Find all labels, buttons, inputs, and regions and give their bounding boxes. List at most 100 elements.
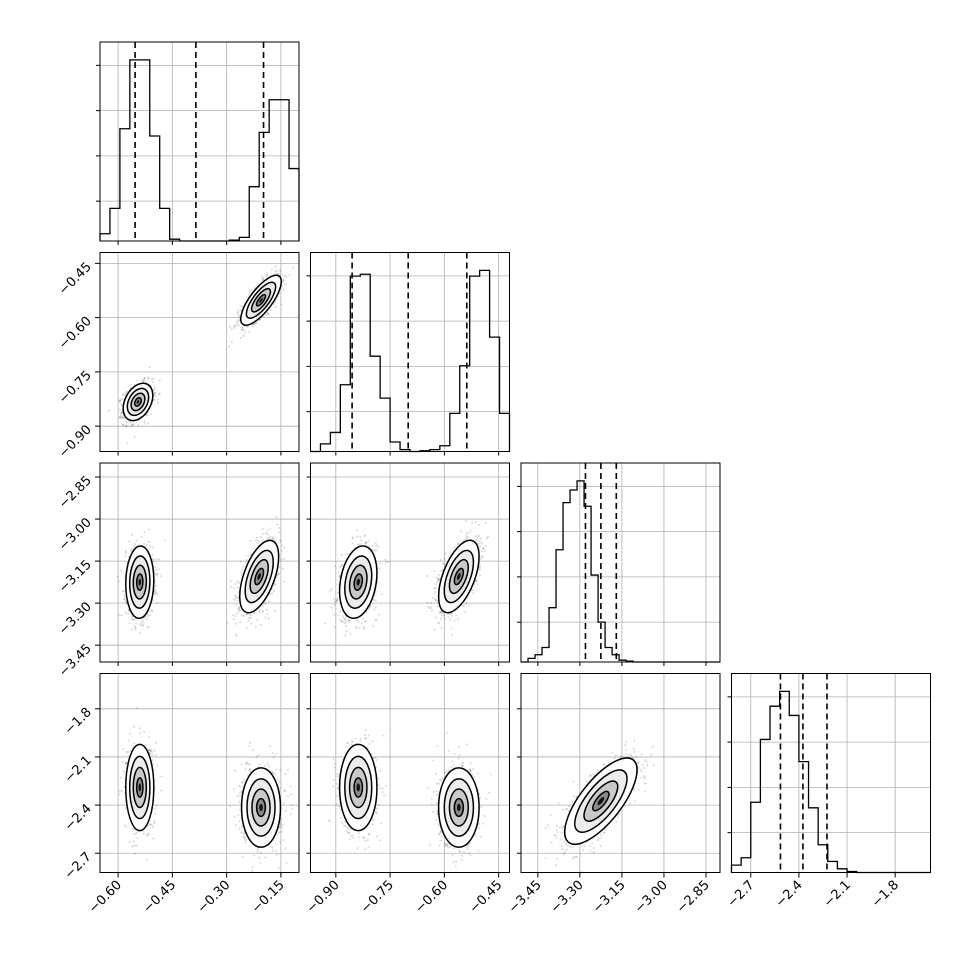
sample-point — [120, 569, 122, 571]
sample-point — [134, 626, 136, 628]
sample-point — [374, 599, 376, 601]
sample-point — [119, 401, 121, 403]
sample-point — [235, 635, 237, 637]
sample-point — [434, 629, 436, 631]
sample-point — [148, 541, 150, 543]
sample-point — [123, 594, 125, 596]
sample-point — [151, 554, 153, 556]
sample-point — [246, 627, 248, 629]
sample-point — [147, 626, 149, 628]
sample-point — [240, 305, 242, 307]
sample-point — [282, 279, 284, 281]
panel-frame — [521, 463, 720, 662]
sample-point — [361, 622, 363, 624]
sample-point — [157, 573, 159, 575]
histogram-step — [732, 691, 931, 872]
sample-point — [136, 539, 138, 541]
sample-point — [280, 303, 282, 305]
sample-point — [281, 550, 283, 552]
sample-point — [150, 413, 152, 415]
sample-point — [278, 531, 280, 533]
sample-point — [427, 606, 429, 608]
sample-point — [454, 547, 456, 549]
sample-point — [435, 617, 437, 619]
sample-point — [139, 624, 141, 626]
sample-point — [130, 550, 132, 552]
sample-point — [330, 588, 332, 590]
sample-point — [268, 537, 270, 539]
sample-point — [275, 516, 277, 518]
sample-point — [143, 543, 145, 545]
sample-point — [261, 605, 263, 607]
sample-point — [380, 593, 382, 595]
sample-point — [152, 377, 154, 379]
sample-point — [232, 614, 234, 616]
sample-point — [132, 424, 134, 426]
sample-point — [436, 581, 438, 583]
sample-point — [375, 542, 377, 544]
sample-point — [241, 326, 243, 328]
sample-point — [136, 380, 138, 382]
sample-point — [274, 610, 276, 612]
sample-point — [236, 323, 238, 325]
sample-point — [139, 632, 141, 634]
sample-point — [147, 422, 149, 424]
sample-point — [367, 540, 369, 542]
sample-point — [262, 277, 264, 279]
sample-point — [269, 527, 271, 529]
sample-point — [129, 421, 131, 423]
sample-point — [292, 266, 294, 268]
sample-point — [158, 558, 160, 560]
sample-point — [379, 562, 381, 564]
panel-frame — [732, 674, 931, 873]
sample-point — [262, 528, 264, 530]
sample-point — [349, 632, 351, 634]
sample-point — [339, 619, 341, 621]
sample-point — [375, 619, 377, 621]
sample-point — [264, 603, 266, 605]
sample-point — [330, 607, 332, 609]
sample-point — [277, 572, 279, 574]
sample-point — [337, 592, 339, 594]
sample-point — [118, 580, 120, 582]
sample-point — [134, 628, 136, 630]
sample-point — [274, 583, 276, 585]
sample-point — [153, 399, 155, 401]
sample-point — [148, 528, 150, 530]
histogram-step — [521, 481, 720, 662]
sample-point — [142, 621, 144, 623]
sample-point — [155, 592, 157, 594]
density-contours — [234, 270, 288, 331]
sample-point — [119, 417, 121, 419]
sample-point — [247, 620, 249, 622]
sample-point — [345, 553, 347, 555]
sample-point — [237, 309, 239, 311]
sample-point — [240, 573, 242, 575]
sample-point — [236, 600, 238, 602]
sample-point — [157, 402, 159, 404]
sample-point — [240, 337, 242, 339]
sample-point — [371, 545, 373, 547]
sample-point — [352, 537, 354, 539]
sample-point — [125, 552, 127, 554]
sample-point — [120, 614, 122, 616]
sample-point — [384, 558, 386, 560]
sample-point — [344, 622, 346, 624]
sample-point — [159, 575, 161, 577]
sample-point — [144, 377, 146, 379]
sample-point — [280, 540, 282, 542]
sample-point — [117, 576, 119, 578]
sample-point — [274, 270, 276, 272]
sample-point — [233, 618, 235, 620]
sample-point — [152, 546, 154, 548]
sample-point — [147, 378, 149, 380]
histogram-step — [100, 60, 299, 241]
sample-point — [143, 531, 145, 533]
sample-point — [258, 609, 260, 611]
sample-point — [268, 600, 270, 602]
sample-point — [288, 274, 290, 276]
sample-point — [133, 545, 135, 547]
scatter-area — [324, 520, 489, 637]
sample-point — [356, 619, 358, 621]
scatter-panel-2-1 — [311, 463, 510, 662]
